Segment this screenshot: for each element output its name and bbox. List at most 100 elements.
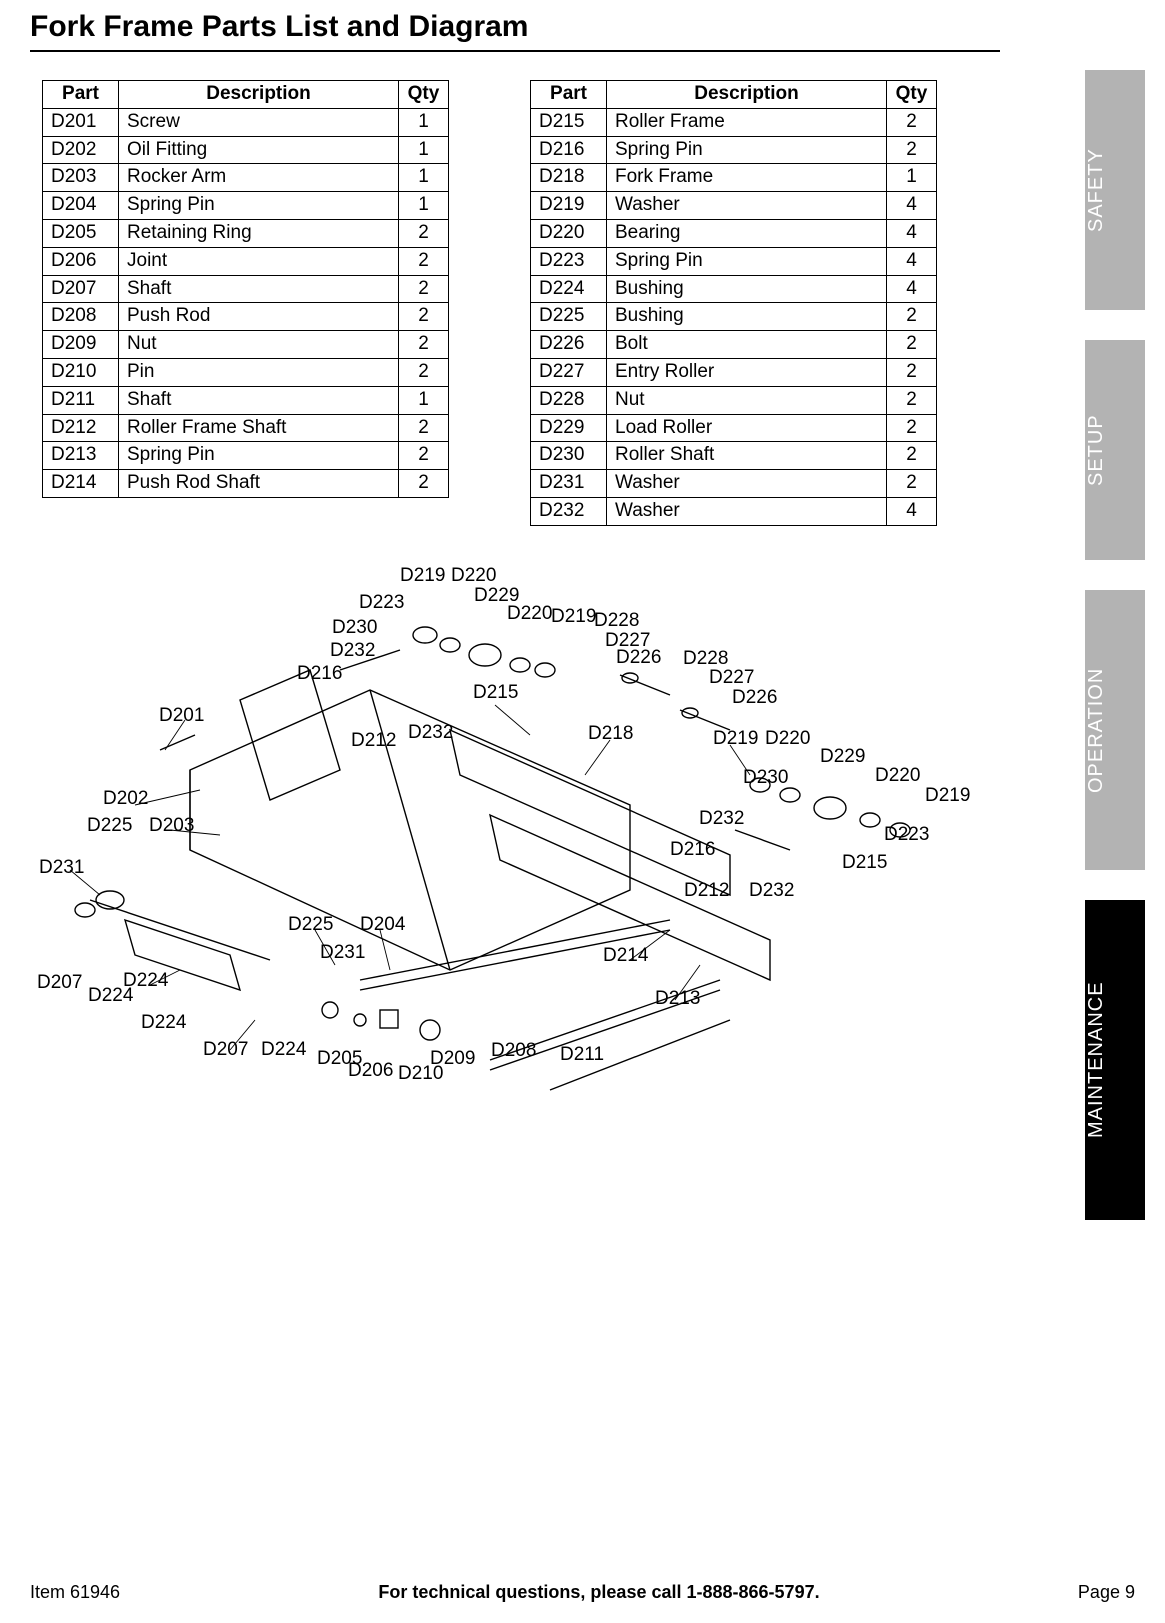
parts-table-left: Part Description Qty D201Screw1D202Oil F… — [42, 80, 449, 498]
diagram-callout: D232 — [749, 880, 794, 902]
table-row: D215Roller Frame2 — [531, 108, 937, 136]
diagram-callout: D232 — [408, 722, 453, 744]
cell-description: Nut — [119, 331, 399, 359]
cell-description: Roller Shaft — [607, 442, 887, 470]
diagram-callout: D230 — [743, 767, 788, 789]
page-title: Fork Frame Parts List and Diagram — [30, 10, 529, 44]
diagram-callout: D220 — [765, 728, 810, 750]
cell-part: D223 — [531, 247, 607, 275]
table-row: D227Entry Roller2 — [531, 358, 937, 386]
tab-operation: OPERATION — [1085, 590, 1145, 870]
diagram-callout: D228 — [594, 610, 639, 632]
cell-qty: 2 — [887, 358, 937, 386]
cell-description: Roller Frame — [607, 108, 887, 136]
diagram-callout: D220 — [451, 565, 496, 587]
cell-description: Spring Pin — [119, 192, 399, 220]
diagram-callout: D207 — [37, 972, 82, 994]
cell-description: Shaft — [119, 275, 399, 303]
cell-description: Screw — [119, 108, 399, 136]
diagram-callout: D219 — [925, 785, 970, 807]
table-row: D224Bushing4 — [531, 275, 937, 303]
diagram-callout: D219 — [400, 565, 445, 587]
cell-description: Bearing — [607, 219, 887, 247]
table-row: D223Spring Pin4 — [531, 247, 937, 275]
cell-qty: 2 — [399, 219, 449, 247]
cell-description: Spring Pin — [607, 136, 887, 164]
cell-part: D232 — [531, 497, 607, 525]
table-row: D216Spring Pin2 — [531, 136, 937, 164]
cell-part: D209 — [43, 331, 119, 359]
diagram-callout: D220 — [875, 765, 920, 787]
diagram-callout: D206 — [348, 1060, 393, 1082]
cell-qty: 2 — [887, 136, 937, 164]
diagram-callout: D212 — [351, 730, 396, 752]
diagram-callout: D223 — [884, 824, 929, 846]
diagram-callout: D208 — [491, 1040, 536, 1062]
cell-qty: 2 — [887, 470, 937, 498]
tab-safety: SAFETY — [1085, 70, 1145, 310]
diagram-callout: D225 — [288, 914, 333, 936]
col-description: Description — [119, 81, 399, 109]
cell-qty: 2 — [399, 442, 449, 470]
table-row: D225Bushing2 — [531, 303, 937, 331]
cell-part: D215 — [531, 108, 607, 136]
diagram-callout: D226 — [616, 647, 661, 669]
cell-qty: 1 — [399, 136, 449, 164]
cell-part: D212 — [43, 414, 119, 442]
page-footer: Item 61946 For technical questions, plea… — [30, 1582, 1135, 1603]
cell-part: D202 — [43, 136, 119, 164]
cell-description: Load Roller — [607, 414, 887, 442]
diagram-callout: D220 — [507, 603, 552, 625]
cell-description: Washer — [607, 192, 887, 220]
diagram-callout: D223 — [359, 592, 404, 614]
cell-part: D218 — [531, 164, 607, 192]
col-part: Part — [531, 81, 607, 109]
cell-qty: 2 — [399, 275, 449, 303]
cell-description: Push Rod — [119, 303, 399, 331]
diagram-callout: D204 — [360, 914, 405, 936]
table-row: D210Pin2 — [43, 358, 449, 386]
diagram-callout: D229 — [820, 746, 865, 768]
table-row: D229Load Roller2 — [531, 414, 937, 442]
table-row: D208Push Rod2 — [43, 303, 449, 331]
cell-part: D203 — [43, 164, 119, 192]
diagram-callout: D224 — [88, 985, 133, 1007]
cell-qty: 2 — [887, 414, 937, 442]
cell-part: D230 — [531, 442, 607, 470]
diagram-callout: D201 — [159, 705, 204, 727]
cell-description: Push Rod Shaft — [119, 470, 399, 498]
diagram-callout: D232 — [699, 808, 744, 830]
diagram-callout: D218 — [588, 723, 633, 745]
diagram-callout: D213 — [655, 988, 700, 1010]
cell-part: D204 — [43, 192, 119, 220]
diagram-callout: D209 — [430, 1048, 475, 1070]
table-row: D213Spring Pin2 — [43, 442, 449, 470]
cell-qty: 2 — [887, 303, 937, 331]
table-row: D231Washer2 — [531, 470, 937, 498]
table-row: D232Washer4 — [531, 497, 937, 525]
cell-description: Washer — [607, 470, 887, 498]
diagram-callout: D225 — [87, 815, 132, 837]
cell-part: D231 — [531, 470, 607, 498]
diagram-callout: D216 — [297, 663, 342, 685]
table-row: D211Shaft1 — [43, 386, 449, 414]
cell-part: D211 — [43, 386, 119, 414]
diagram-callout: D202 — [103, 788, 148, 810]
col-description: Description — [607, 81, 887, 109]
table-row: D212Roller Frame Shaft2 — [43, 414, 449, 442]
title-rule — [30, 50, 1000, 52]
cell-description: Oil Fitting — [119, 136, 399, 164]
diagram-callout: D231 — [39, 857, 84, 879]
diagram-callout: D214 — [603, 945, 648, 967]
diagram-callout: D226 — [732, 687, 777, 709]
cell-part: D228 — [531, 386, 607, 414]
diagram-callout: D224 — [261, 1039, 306, 1061]
parts-table-left-body: D201Screw1D202Oil Fitting1D203Rocker Arm… — [43, 108, 449, 497]
diagram-callout: D203 — [149, 815, 194, 837]
cell-part: D225 — [531, 303, 607, 331]
cell-part: D229 — [531, 414, 607, 442]
cell-part: D220 — [531, 219, 607, 247]
cell-part: D216 — [531, 136, 607, 164]
diagram-callout: D219 — [713, 728, 758, 750]
cell-description: Pin — [119, 358, 399, 386]
